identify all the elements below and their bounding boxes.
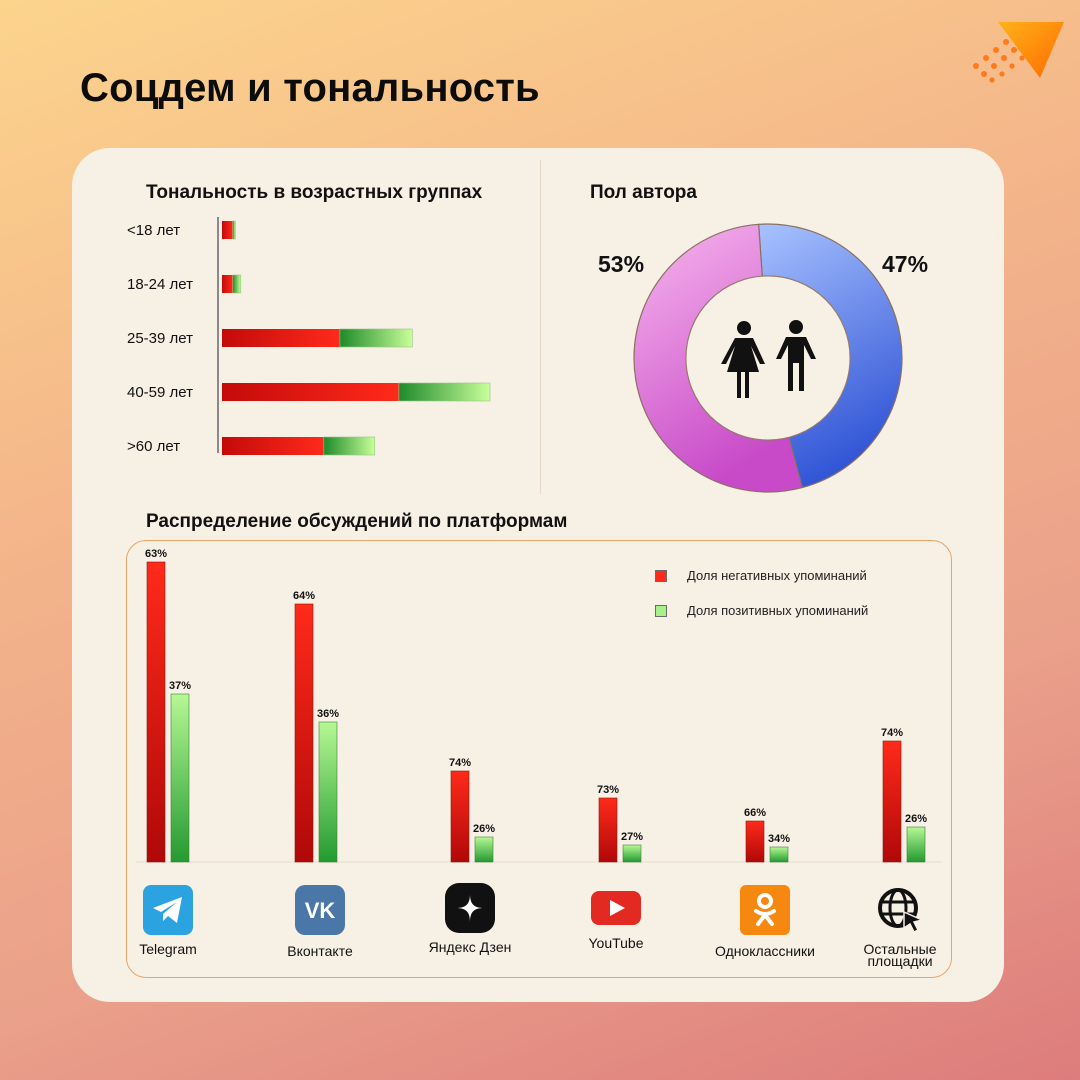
age-bar-positive	[398, 382, 491, 402]
platform-bar-negative	[294, 603, 314, 863]
platform-youtube: YouTube	[556, 883, 676, 951]
age-category-label: <18 лет	[127, 222, 180, 239]
platform-chart-frame	[126, 540, 952, 978]
brand-logo-icon	[973, 22, 1064, 83]
legend-positive: Доля позитивных упоминаний	[655, 603, 868, 618]
donut-hole	[685, 275, 851, 441]
age-bar-negative	[222, 383, 399, 401]
platform-bar-negative	[598, 797, 618, 863]
age-bar-positive	[323, 436, 376, 456]
platform-label: Вконтакте	[287, 943, 353, 959]
platform-bar-positive	[474, 836, 494, 863]
platform-bar-chart: 63% 37% 64% 36% 74% 26% 73% 27% 66% 34% 74% 26%	[136, 548, 942, 863]
legend-swatch-positive	[655, 604, 667, 617]
age-category-label: >60 лет	[127, 438, 180, 455]
bar-value-negative: 63%	[145, 548, 167, 560]
male-percent-label: 47%	[882, 251, 929, 277]
platform-bar-negative	[450, 770, 470, 863]
bar-value-positive: 37%	[169, 680, 191, 692]
bar-value-positive: 26%	[905, 813, 927, 825]
legend-swatch-negative	[655, 569, 667, 582]
male-person-icon	[776, 320, 816, 391]
platform-dzen: Яндекс Дзен	[410, 883, 530, 955]
gender-chart-title: Пол автора	[590, 182, 697, 203]
platform-bar-negative	[146, 561, 166, 863]
bar-value-positive: 36%	[317, 708, 339, 720]
globe-icon	[875, 885, 925, 935]
bar-value-negative: 73%	[597, 784, 619, 796]
age-bar-positive	[232, 220, 236, 240]
platform-label: Остальные площадки	[863, 941, 937, 969]
platform-bar-negative	[745, 820, 765, 863]
platform-label: YouTube	[588, 935, 644, 951]
age-category-label: 40-59 лет	[127, 384, 193, 401]
platform-label: Telegram	[139, 941, 197, 957]
bar-value-negative: 74%	[449, 757, 471, 769]
bar-value-positive: 26%	[473, 823, 495, 835]
bar-value-negative: 74%	[881, 727, 903, 739]
platform-odnoklassniki: Одноклассники	[705, 885, 825, 959]
age-chart: <18 лет 18-24 лет 25-39 лет 40-59 лет >60 ле…	[127, 217, 491, 456]
age-category-label: 18-24 лет	[127, 276, 193, 293]
platform-bar-positive	[622, 844, 642, 863]
platform-bar-positive	[906, 826, 926, 863]
platform-bar-positive	[769, 846, 789, 863]
bar-value-positive: 34%	[768, 833, 790, 845]
age-bar-positive	[339, 328, 413, 348]
age-category-label: 25-39 лет	[127, 330, 193, 347]
youtube-icon	[591, 883, 641, 933]
female-percent-label: 53%	[598, 251, 645, 277]
age-bar-positive	[232, 274, 242, 294]
platform-label: Одноклассники	[714, 943, 815, 959]
gender-donut-chart	[633, 223, 903, 493]
platform-bar-positive	[170, 693, 190, 863]
odnoklassniki-icon	[740, 885, 790, 935]
age-bar-negative	[222, 329, 340, 347]
vk-icon: VK	[295, 885, 345, 935]
age-chart-title: Тональность в возрастных группах	[146, 182, 483, 203]
platform-label: Яндекс Дзен	[428, 939, 512, 955]
platform-telegram: Telegram	[108, 885, 228, 957]
age-bar-negative	[222, 275, 233, 293]
page-title: Соцдем и тональность	[80, 66, 540, 110]
platform-other: Остальные площадки	[840, 885, 960, 969]
platform-vk: VK Вконтакте	[260, 885, 380, 959]
bar-value-positive: 27%	[621, 831, 643, 843]
platform-chart-title: Распределение обсуждений по платформам	[146, 511, 568, 532]
legend-label-negative: Доля негативных упоминаний	[687, 568, 867, 583]
bar-value-negative: 66%	[744, 807, 766, 819]
svg-text:VK: VK	[305, 898, 336, 922]
age-bar-negative	[222, 437, 324, 455]
bar-value-negative: 64%	[293, 590, 315, 602]
female-person-icon	[721, 321, 765, 398]
telegram-icon	[143, 885, 193, 935]
section-divider	[540, 160, 541, 494]
legend-negative: Доля негативных упоминаний	[655, 568, 867, 583]
platform-bar-positive	[318, 721, 338, 863]
legend-label-positive: Доля позитивных упоминаний	[687, 603, 869, 618]
platform-bar-negative	[882, 740, 902, 863]
dzen-icon	[445, 883, 495, 933]
age-bar-negative	[222, 221, 233, 239]
